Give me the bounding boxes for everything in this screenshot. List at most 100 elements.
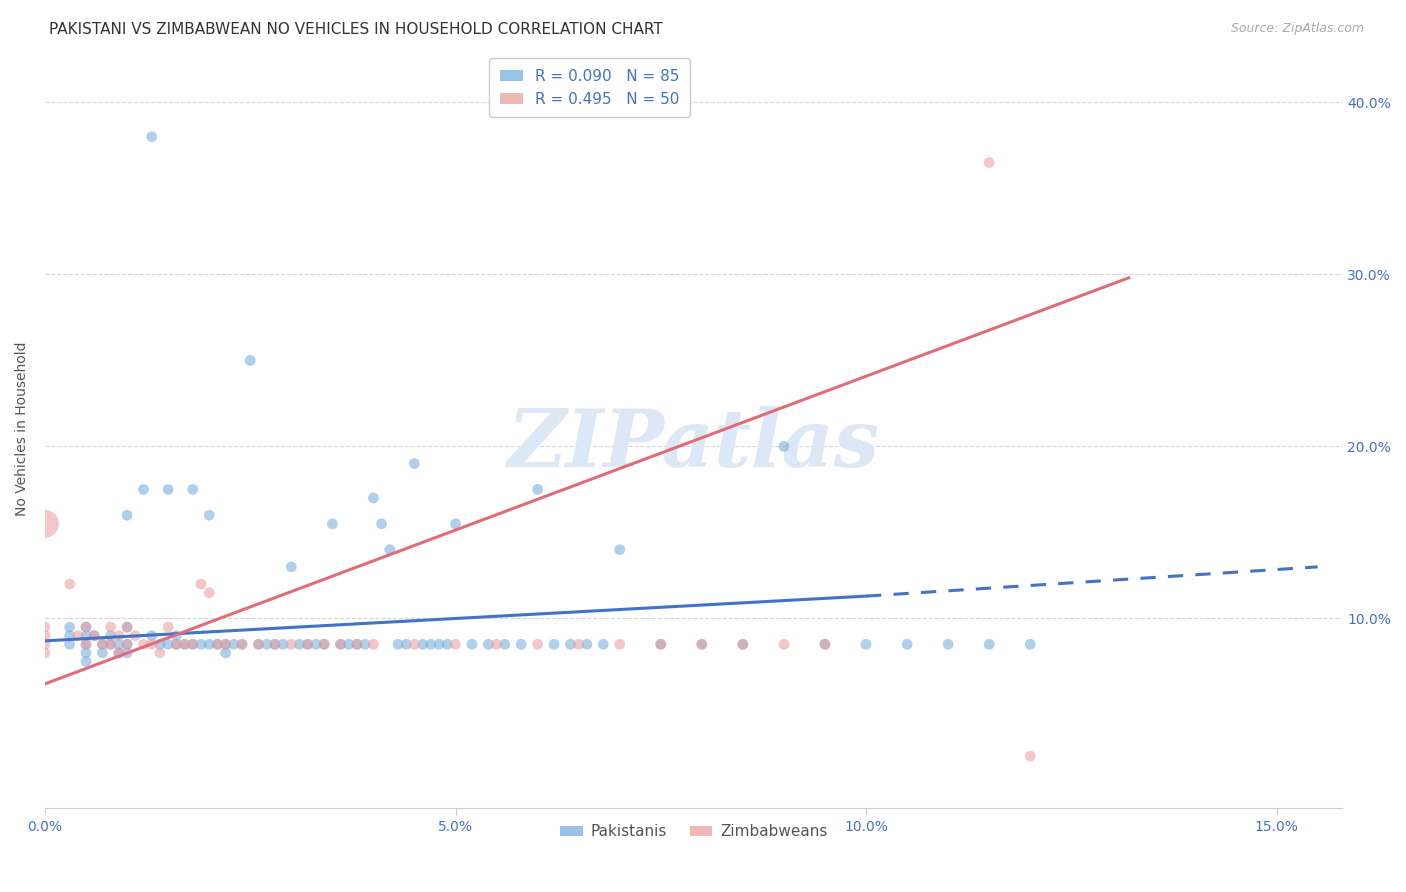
Text: Source: ZipAtlas.com: Source: ZipAtlas.com [1230, 22, 1364, 36]
Point [526, 483, 548, 497]
Point [34, 629, 56, 643]
Y-axis label: No Vehicles in Household: No Vehicles in Household [15, 342, 30, 516]
Point [181, 637, 204, 651]
Point [263, 637, 285, 651]
Point [543, 637, 565, 651]
Point [75, 620, 97, 634]
Point [149, 646, 172, 660]
Point [141, 129, 163, 144]
Point [108, 629, 131, 643]
Point [149, 637, 172, 651]
Point [690, 637, 713, 651]
Point [346, 637, 368, 651]
Point [157, 637, 180, 651]
Point [214, 637, 236, 651]
Point [485, 637, 508, 651]
Point [75, 620, 97, 634]
Point [34, 620, 56, 634]
Legend: Pakistanis, Zimbabweans: Pakistanis, Zimbabweans [554, 818, 834, 846]
Point [239, 353, 262, 368]
Point [1019, 637, 1042, 651]
Point [75, 629, 97, 643]
Point [444, 637, 467, 651]
Point [75, 646, 97, 660]
Point [198, 637, 221, 651]
Point [214, 637, 236, 651]
Point [297, 637, 319, 651]
Point [124, 629, 146, 643]
Point [91, 646, 114, 660]
Point [247, 637, 270, 651]
Point [280, 637, 302, 651]
Point [370, 516, 392, 531]
Point [297, 637, 319, 651]
Text: ZIPatlas: ZIPatlas [508, 406, 880, 483]
Point [207, 637, 229, 651]
Point [100, 637, 122, 651]
Point [100, 637, 122, 651]
Point [650, 637, 672, 651]
Point [592, 637, 614, 651]
Point [731, 637, 754, 651]
Point [256, 637, 278, 651]
Point [181, 637, 204, 651]
Point [404, 457, 426, 471]
Point [34, 637, 56, 651]
Point [115, 508, 138, 523]
Point [108, 637, 131, 651]
Point [59, 629, 82, 643]
Point [132, 483, 155, 497]
Point [560, 637, 582, 651]
Point [731, 637, 754, 651]
Point [378, 542, 401, 557]
Point [526, 637, 548, 651]
Point [75, 655, 97, 669]
Point [271, 637, 294, 651]
Point [690, 637, 713, 651]
Point [165, 637, 187, 651]
Point [650, 637, 672, 651]
Point [436, 637, 458, 651]
Point [115, 637, 138, 651]
Point [207, 637, 229, 651]
Point [75, 637, 97, 651]
Point [263, 637, 285, 651]
Point [477, 637, 499, 651]
Point [115, 620, 138, 634]
Point [198, 585, 221, 599]
Point [59, 637, 82, 651]
Point [34, 646, 56, 660]
Point [979, 155, 1001, 169]
Point [247, 637, 270, 651]
Point [896, 637, 918, 651]
Point [329, 637, 352, 651]
Point [75, 637, 97, 651]
Point [231, 637, 253, 651]
Point [231, 637, 253, 651]
Point [773, 637, 796, 651]
Point [141, 637, 163, 651]
Point [461, 637, 484, 651]
Point [346, 637, 368, 651]
Point [190, 577, 212, 591]
Point [305, 637, 328, 651]
Point [214, 646, 236, 660]
Point [181, 483, 204, 497]
Point [494, 637, 516, 651]
Point [115, 620, 138, 634]
Point [165, 637, 187, 651]
Point [363, 637, 385, 651]
Point [34, 516, 56, 531]
Point [395, 637, 418, 651]
Point [280, 559, 302, 574]
Point [157, 483, 180, 497]
Point [979, 637, 1001, 651]
Point [936, 637, 959, 651]
Point [444, 516, 467, 531]
Point [609, 542, 631, 557]
Point [173, 637, 195, 651]
Point [100, 629, 122, 643]
Point [568, 637, 591, 651]
Point [132, 637, 155, 651]
Point [314, 637, 336, 651]
